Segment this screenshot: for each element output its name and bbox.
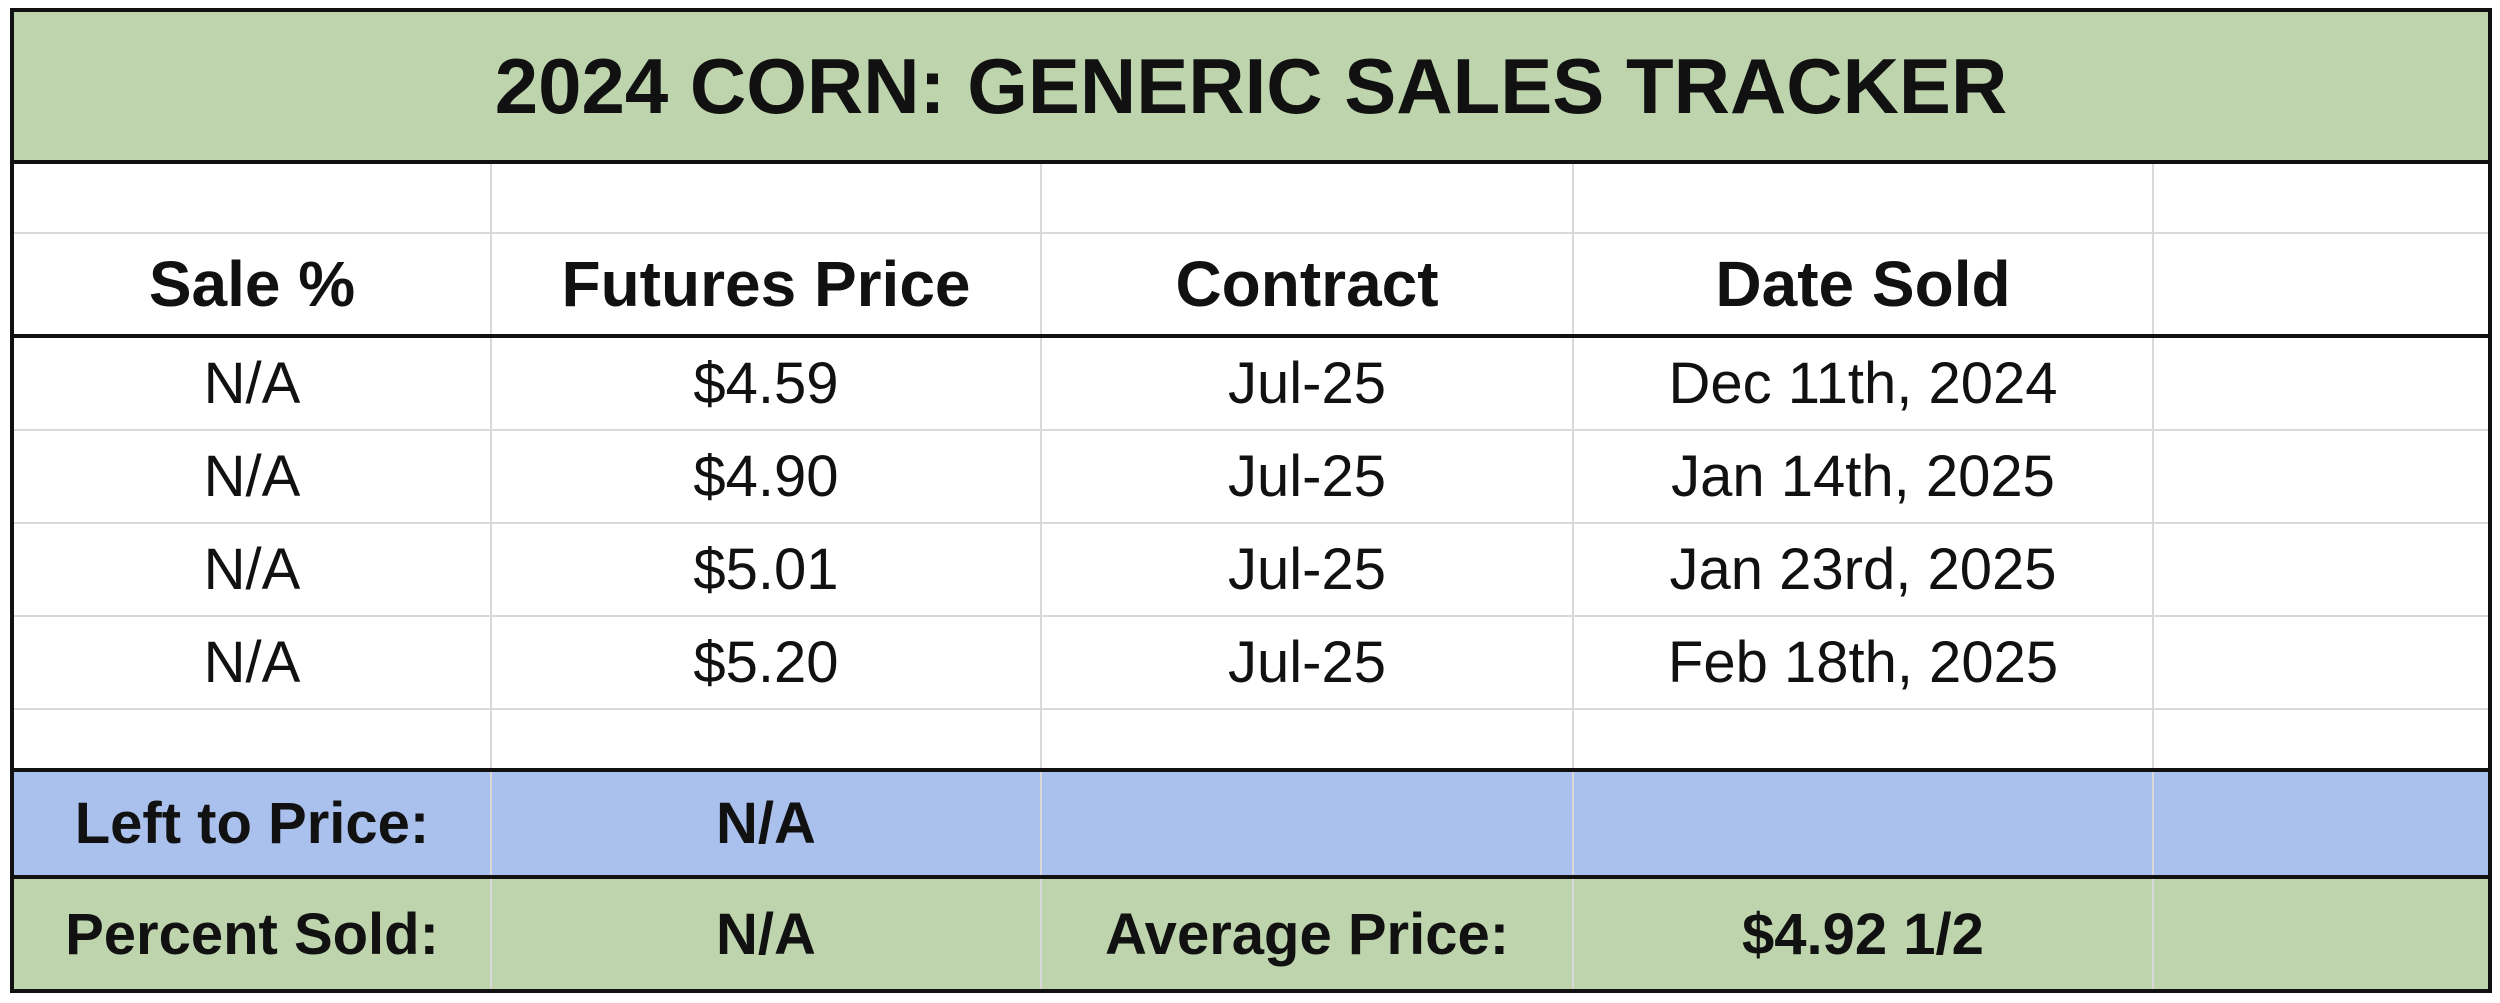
empty-cell[interactable] [492,164,1042,232]
page-title: 2024 CORN: GENERIC SALES TRACKER [494,41,2008,130]
cell-futures-price-3[interactable]: $5.01 [492,524,1042,615]
empty-cell[interactable] [1042,772,1574,875]
empty-cell[interactable] [1574,710,2154,768]
cell-sale-pct-3[interactable]: N/A [14,524,492,615]
percent-sold-value[interactable]: N/A [492,879,1042,989]
empty-cell[interactable] [2154,710,2488,768]
column-header-sale-pct[interactable]: Sale % [14,234,492,334]
left-to-price-label[interactable]: Left to Price: [14,772,492,875]
cell-date-sold-2[interactable]: Jan 14th, 2025 [1574,431,2154,522]
percent-sold-row: Percent Sold: N/A Average Price: $4.92 1… [14,879,2488,989]
left-to-price-value[interactable]: N/A [492,772,1042,875]
cell-contract-1[interactable]: Jul-25 [1042,338,1574,429]
empty-cell[interactable] [2154,772,2488,875]
table-row-3: N/A $5.01 Jul-25 Jan 23rd, 2025 [14,524,2488,617]
empty-cell[interactable] [1574,772,2154,875]
cell-futures-price-1[interactable]: $4.59 [492,338,1042,429]
empty-cell[interactable] [1042,164,1574,232]
column-header-contract[interactable]: Contract [1042,234,1574,334]
table-row-2: N/A $4.90 Jul-25 Jan 14th, 2025 [14,431,2488,524]
column-header-date-sold[interactable]: Date Sold [1574,234,2154,334]
empty-cell[interactable] [2154,338,2488,429]
cell-sale-pct-2[interactable]: N/A [14,431,492,522]
empty-cell[interactable] [2154,879,2488,989]
table-row-1: N/A $4.59 Jul-25 Dec 11th, 2024 [14,338,2488,431]
empty-cell[interactable] [14,710,492,768]
header-row: Sale % Futures Price Contract Date Sold [14,234,2488,338]
cell-sale-pct-1[interactable]: N/A [14,338,492,429]
empty-cell[interactable] [2154,164,2488,232]
cell-futures-price-2[interactable]: $4.90 [492,431,1042,522]
spacer-row-top [14,164,2488,234]
percent-sold-label[interactable]: Percent Sold: [14,879,492,989]
cell-contract-2[interactable]: Jul-25 [1042,431,1574,522]
left-to-price-row: Left to Price: N/A [14,772,2488,879]
empty-cell[interactable] [2154,234,2488,334]
spacer-row-mid [14,710,2488,772]
average-price-value[interactable]: $4.92 1/2 [1574,879,2154,989]
empty-cell[interactable] [14,164,492,232]
empty-cell[interactable] [1042,710,1574,768]
empty-cell[interactable] [2154,524,2488,615]
cell-date-sold-1[interactable]: Dec 11th, 2024 [1574,338,2154,429]
column-header-futures-price[interactable]: Futures Price [492,234,1042,334]
cell-contract-3[interactable]: Jul-25 [1042,524,1574,615]
cell-contract-4[interactable]: Jul-25 [1042,617,1574,708]
empty-cell[interactable] [492,710,1042,768]
title-row: 2024 CORN: GENERIC SALES TRACKER [14,12,2488,164]
empty-cell[interactable] [2154,617,2488,708]
table-row-4: N/A $5.20 Jul-25 Feb 18th, 2025 [14,617,2488,710]
cell-date-sold-4[interactable]: Feb 18th, 2025 [1574,617,2154,708]
average-price-label[interactable]: Average Price: [1042,879,1574,989]
cell-futures-price-4[interactable]: $5.20 [492,617,1042,708]
cell-sale-pct-4[interactable]: N/A [14,617,492,708]
empty-cell[interactable] [2154,431,2488,522]
cell-date-sold-3[interactable]: Jan 23rd, 2025 [1574,524,2154,615]
empty-cell[interactable] [1574,164,2154,232]
sales-tracker-table: 2024 CORN: GENERIC SALES TRACKER Sale % … [10,8,2492,993]
